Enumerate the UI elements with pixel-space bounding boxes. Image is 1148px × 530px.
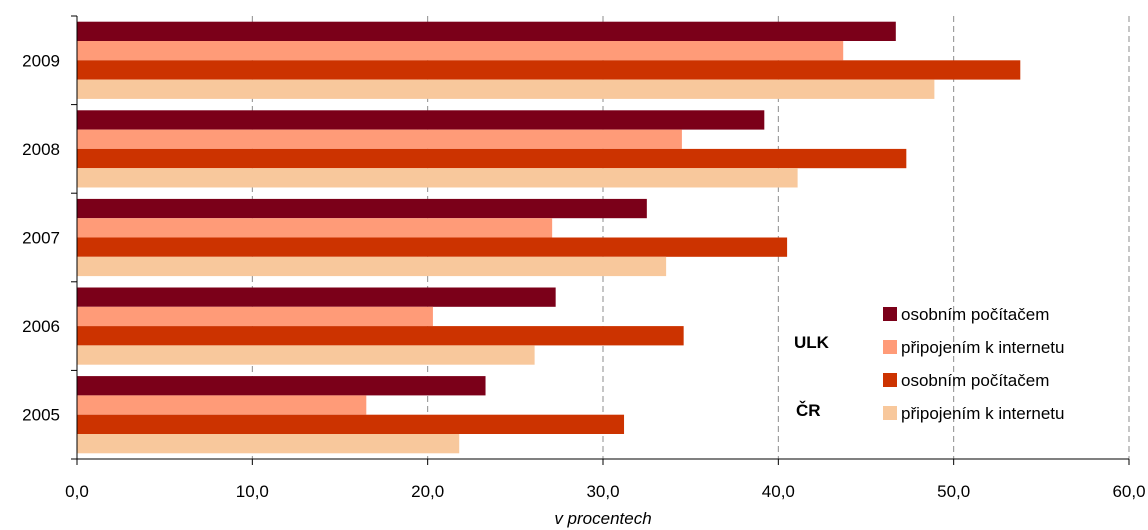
bar: [77, 129, 682, 149]
bar: [77, 326, 684, 346]
legend-group-label-ulk: ULK: [794, 333, 830, 352]
legend-label: připojením k internetu: [901, 338, 1064, 357]
category-label: 2008: [22, 140, 60, 159]
x-tick-label: 30,0: [586, 482, 619, 501]
bar: [77, 395, 367, 415]
bar: [77, 256, 667, 277]
bar: [77, 306, 433, 327]
x-tick-label: 50,0: [937, 482, 970, 501]
x-tick-label: 0,0: [65, 482, 89, 501]
bar: [77, 414, 625, 434]
x-tick-label: 60,0: [1112, 482, 1145, 501]
x-axis-title: v procentech: [554, 509, 651, 528]
bar: [77, 198, 647, 219]
legend: ULK ČR osobním počítačem připojením k int…: [794, 305, 1064, 423]
bar: [77, 168, 798, 188]
x-tick-label: 20,0: [411, 482, 444, 501]
legend-label: připojením k internetu: [901, 404, 1064, 423]
bar: [77, 376, 486, 396]
bar: [77, 218, 553, 238]
bar: [77, 345, 535, 365]
bar: [77, 237, 788, 257]
x-tick-label: 40,0: [762, 482, 795, 501]
category-label: 2009: [22, 51, 60, 70]
category-label: 2005: [22, 406, 60, 425]
legend-swatch: [883, 373, 897, 387]
legend-label: osobním počítačem: [901, 305, 1049, 324]
x-tick-label: 10,0: [236, 482, 269, 501]
bar: [77, 148, 907, 169]
bar: [77, 434, 460, 454]
category-label: 2007: [22, 229, 60, 248]
legend-swatch: [883, 340, 897, 354]
bar: [77, 41, 844, 61]
category-label: 2006: [22, 317, 60, 336]
bar: [77, 110, 765, 130]
bars: [77, 21, 1021, 454]
legend-swatch: [883, 307, 897, 321]
legend-group-label-cr: ČR: [796, 401, 821, 420]
bar: [77, 79, 935, 99]
bar: [77, 21, 896, 41]
legend-swatch: [883, 406, 897, 420]
bar: [77, 60, 1021, 80]
axes: 2009 2008 2007 2006 2005 0,0 10,0 20,0 30,0 40,0 5…: [22, 15, 1146, 501]
legend-label: osobním počítačem: [901, 371, 1049, 390]
bar: [77, 287, 556, 307]
